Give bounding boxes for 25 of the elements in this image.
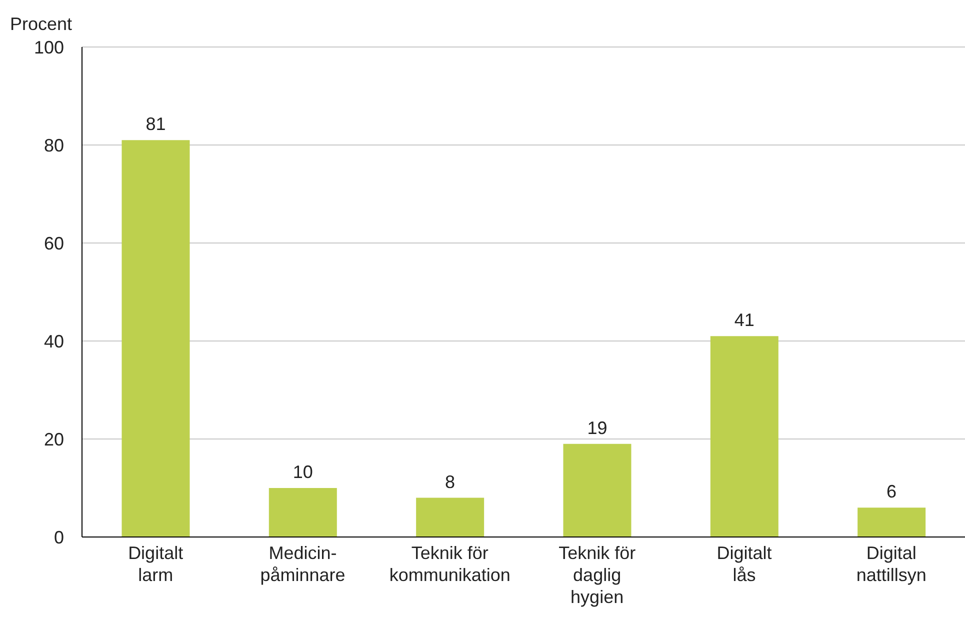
data-label: 10	[292, 462, 313, 482]
bar	[563, 444, 632, 537]
y-tick-label: 0	[54, 527, 64, 548]
data-label: 19	[587, 418, 608, 438]
x-tick-label: Medicin- påminnare	[260, 543, 346, 585]
y-tick-label: 80	[44, 135, 64, 156]
bar	[122, 140, 190, 537]
y-tick-label: 20	[44, 429, 64, 450]
bar	[416, 498, 484, 537]
data-label: 81	[146, 114, 166, 134]
bar	[858, 508, 926, 537]
y-tick-label: 100	[34, 37, 64, 58]
data-label: 6	[886, 482, 897, 502]
bar	[710, 336, 778, 537]
y-tick-label: 60	[44, 233, 64, 254]
x-tick-label: Teknik för kommunikation	[389, 543, 510, 585]
y-axis-title: Procent	[10, 14, 72, 35]
data-label: 41	[734, 310, 754, 330]
x-tick-label: Digital nattillsyn	[856, 543, 926, 585]
x-tick-label: Teknik för daglig hygien	[558, 543, 636, 607]
bar	[268, 488, 337, 537]
x-tick-label: Digitalt lås	[716, 543, 772, 585]
y-tick-label: 40	[44, 331, 64, 352]
x-tick-label: Digitalt larm	[128, 543, 184, 585]
data-label: 8	[445, 472, 456, 492]
